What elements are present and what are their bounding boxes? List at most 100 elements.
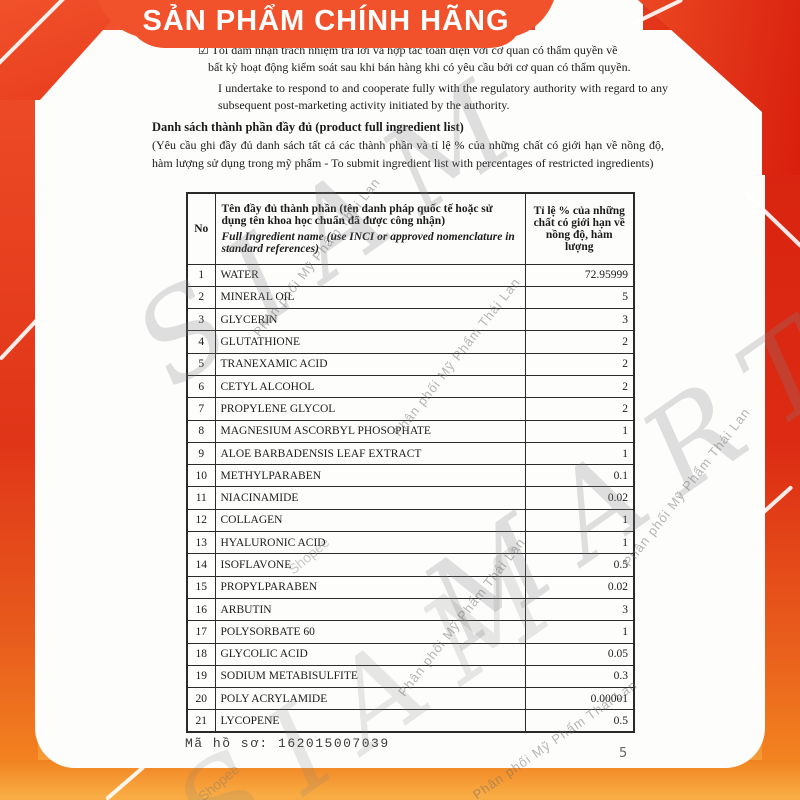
table-row: 11 NIACINAMIDE 0.02 [186,486,635,510]
ingredient-percent: 0.5 [524,553,635,577]
row-number: 2 [186,285,216,310]
page-number: 5 [619,746,628,761]
frame-left-band [0,0,38,800]
ingredient-name: GLUTATHIONE [214,330,526,354]
ingredient-percent: 1 [524,441,635,466]
ingredient-percent: 0.00001 [524,687,635,711]
row-number: 13 [186,531,216,555]
row-number: 9 [186,441,216,466]
ingredient-percent: 3 [524,308,635,332]
ingredient-name: COLLAGEN [214,508,526,533]
row-number: 11 [186,486,216,510]
ingredient-name: GLYCOLIC ACID [214,642,526,666]
table-row: 2 MINERAL OIL 5 [186,285,635,310]
ingredient-percent: 0.02 [524,575,635,599]
col-header-name-vi: Tên đầy đủ thành phần (tên danh pháp quố… [221,202,493,227]
checkbox-icon: ☑ [198,43,209,57]
ingredient-name: MINERAL OIL [214,285,526,310]
declaration-en: I undertake to respond to and cooperate … [218,81,668,112]
ingredient-name: PROPYLENE GLYCOL [214,397,526,421]
row-number: 17 [186,620,216,644]
row-number: 15 [186,575,216,599]
table-row: 5 TRANEXAMIC ACID 2 [186,352,635,376]
table-row: 21 LYCOPENE 0.5 [186,709,635,733]
ingredient-name: ARBUTIN [214,597,526,622]
section-note: (Yêu cầu ghi đầy đủ danh sách tất cả các… [152,138,664,170]
table-row: 9 ALOE BARBADENSIS LEAF EXTRACT 1 [186,441,635,466]
table-row: 14 ISOFLAVONE 0.5 [186,553,635,577]
section-heading: Danh sách thành phần đầy đủ (product ful… [152,120,464,134]
ingredient-percent: 0.05 [524,642,635,666]
ingredient-percent: 2 [524,374,635,399]
row-number: 18 [186,642,216,666]
ingredient-percent: 0.1 [524,464,635,488]
ingredient-percent: 1 [524,531,635,555]
col-header-name-en: Full Ingredient name (use INCI or approv… [221,230,515,255]
ingredient-percent: 0.3 [524,664,635,689]
ingredient-name: HYALURONIC ACID [214,531,526,555]
ingredient-percent: 2 [524,352,635,376]
ingredient-name: GLYCERIN [214,308,526,332]
row-number: 3 [186,308,216,332]
ingredient-name: ALOE BARBADENSIS LEAF EXTRACT [214,441,526,466]
ingredient-percent: 3 [524,597,635,622]
row-number: 6 [186,374,216,399]
ingredient-percent: 5 [524,285,635,310]
row-number: 4 [186,330,216,354]
table-header-row: No Tên đầy đủ thành phần (tên danh pháp … [186,192,635,265]
row-number: 12 [186,508,216,533]
row-number: 16 [186,597,216,622]
ingredient-name: ISOFLAVONE [214,553,526,577]
ingredient-percent: 2 [524,397,635,421]
ingredient-percent: 1 [524,620,635,644]
table-row: 18 GLYCOLIC ACID 0.05 [186,642,635,666]
row-number: 8 [186,419,216,443]
table-body: 1 WATER 72.95999 2 MINERAL OIL 5 3 GLYCE… [186,263,635,733]
ingredient-percent: 72.95999 [524,263,635,287]
ingredient-name: MAGNESIUM ASCORBYL PHOSOPHATE [214,419,526,443]
ingredient-table: No Tên đầy đủ thành phần (tên danh pháp … [186,192,635,734]
table-row: 6 CETYL ALCOHOL 2 [186,374,635,399]
ingredient-percent: 2 [524,330,635,354]
row-number: 14 [186,553,216,577]
table-row: 16 ARBUTIN 3 [186,597,635,622]
col-header-no: No [186,192,216,265]
row-number: 21 [186,709,216,733]
dossier-code: Mã hồ sơ: 162015007039 [185,736,390,751]
ingredient-name: LYCOPENE [214,709,526,733]
ingredient-name: POLY ACRYLAMIDE [214,687,526,711]
table-row: 7 PROPYLENE GLYCOL 2 [186,397,635,421]
ingredient-percent: 0.5 [524,709,635,733]
table-row: 19 SODIUM METABISULFITE 0.3 [186,664,635,689]
table-row: 8 MAGNESIUM ASCORBYL PHOSOPHATE 1 [186,419,635,443]
table-row: 17 POLYSORBATE 60 1 [186,620,635,644]
table-row: 4 GLUTATHIONE 2 [186,330,635,354]
col-header-name: Tên đầy đủ thành phần (tên danh pháp quố… [214,192,526,265]
ingredient-name: METHYLPARABEN [214,464,526,488]
authenticity-banner-label: SẢN PHẨM CHÍNH HÃNG [142,4,510,37]
table-row: 15 PROPYLPARABEN 0.02 [186,575,635,599]
ingredient-name: POLYSORBATE 60 [214,620,526,644]
table-row: 1 WATER 72.95999 [186,263,635,287]
ingredient-name: TRANEXAMIC ACID [214,352,526,376]
row-number: 20 [186,687,216,711]
row-number: 7 [186,397,216,421]
ingredient-percent: 1 [524,419,635,443]
row-number: 19 [186,664,216,689]
table-row: 12 COLLAGEN 1 [186,508,635,533]
row-number: 1 [186,263,216,287]
table-row: 20 POLY ACRYLAMIDE 0.00001 [186,687,635,711]
row-number: 10 [186,464,216,488]
table-row: 10 METHYLPARABEN 0.1 [186,464,635,488]
ingredient-name: CETYL ALCOHOL [214,374,526,399]
authenticity-banner: SẢN PHẨM CHÍNH HÃNG [96,0,556,48]
ingredient-percent: 0.02 [524,486,635,510]
row-number: 5 [186,352,216,376]
ingredient-name: NIACINAMIDE [214,486,526,510]
table-row: 3 GLYCERIN 3 [186,308,635,332]
declaration-vi-line2: bất kỳ hoạt động kiểm soát sau khi bán h… [208,60,631,74]
table-row: 13 HYALURONIC ACID 1 [186,531,635,555]
ingredient-name: WATER [214,263,526,287]
ingredient-name: SODIUM METABISULFITE [214,664,526,689]
